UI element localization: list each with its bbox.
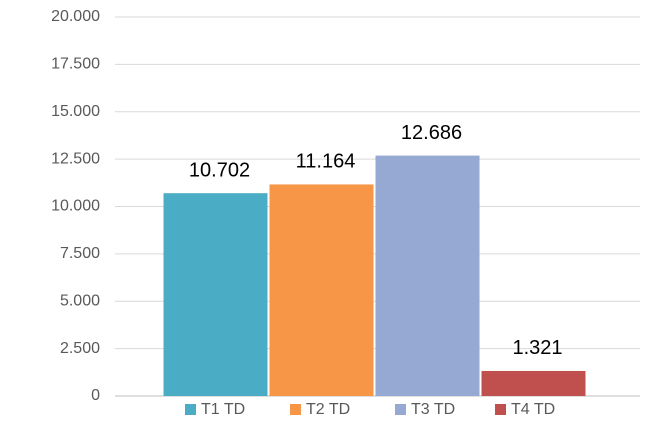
y-tick-label: 2.500	[60, 340, 100, 357]
bar	[481, 370, 586, 396]
bar	[163, 193, 268, 396]
y-tick-label: 20.000	[51, 8, 100, 25]
legend-swatch	[395, 404, 406, 415]
legend-swatch	[495, 404, 506, 415]
legend-swatch	[290, 404, 301, 415]
bar	[375, 155, 480, 396]
y-tick-label: 17.500	[51, 56, 100, 73]
legend-label: T1 TD	[201, 401, 245, 418]
y-tick-label: 7.500	[60, 245, 100, 262]
y-tick-label: 10.000	[51, 198, 100, 215]
bar	[269, 184, 374, 396]
y-tick-label: 0	[91, 387, 100, 404]
legend-label: T2 TD	[306, 401, 350, 418]
legend-label: T4 TD	[511, 401, 555, 418]
y-tick-label: 12.500	[51, 150, 100, 167]
legend-label: T3 TD	[411, 401, 455, 418]
data-label: 12.686	[401, 122, 462, 144]
y-tick-label: 5.000	[60, 292, 100, 309]
data-label: 1.321	[512, 337, 562, 359]
y-tick-label: 15.000	[51, 103, 100, 120]
legend-swatch	[185, 404, 196, 415]
data-label: 11.164	[296, 151, 356, 173]
data-label: 10.702	[189, 159, 250, 181]
